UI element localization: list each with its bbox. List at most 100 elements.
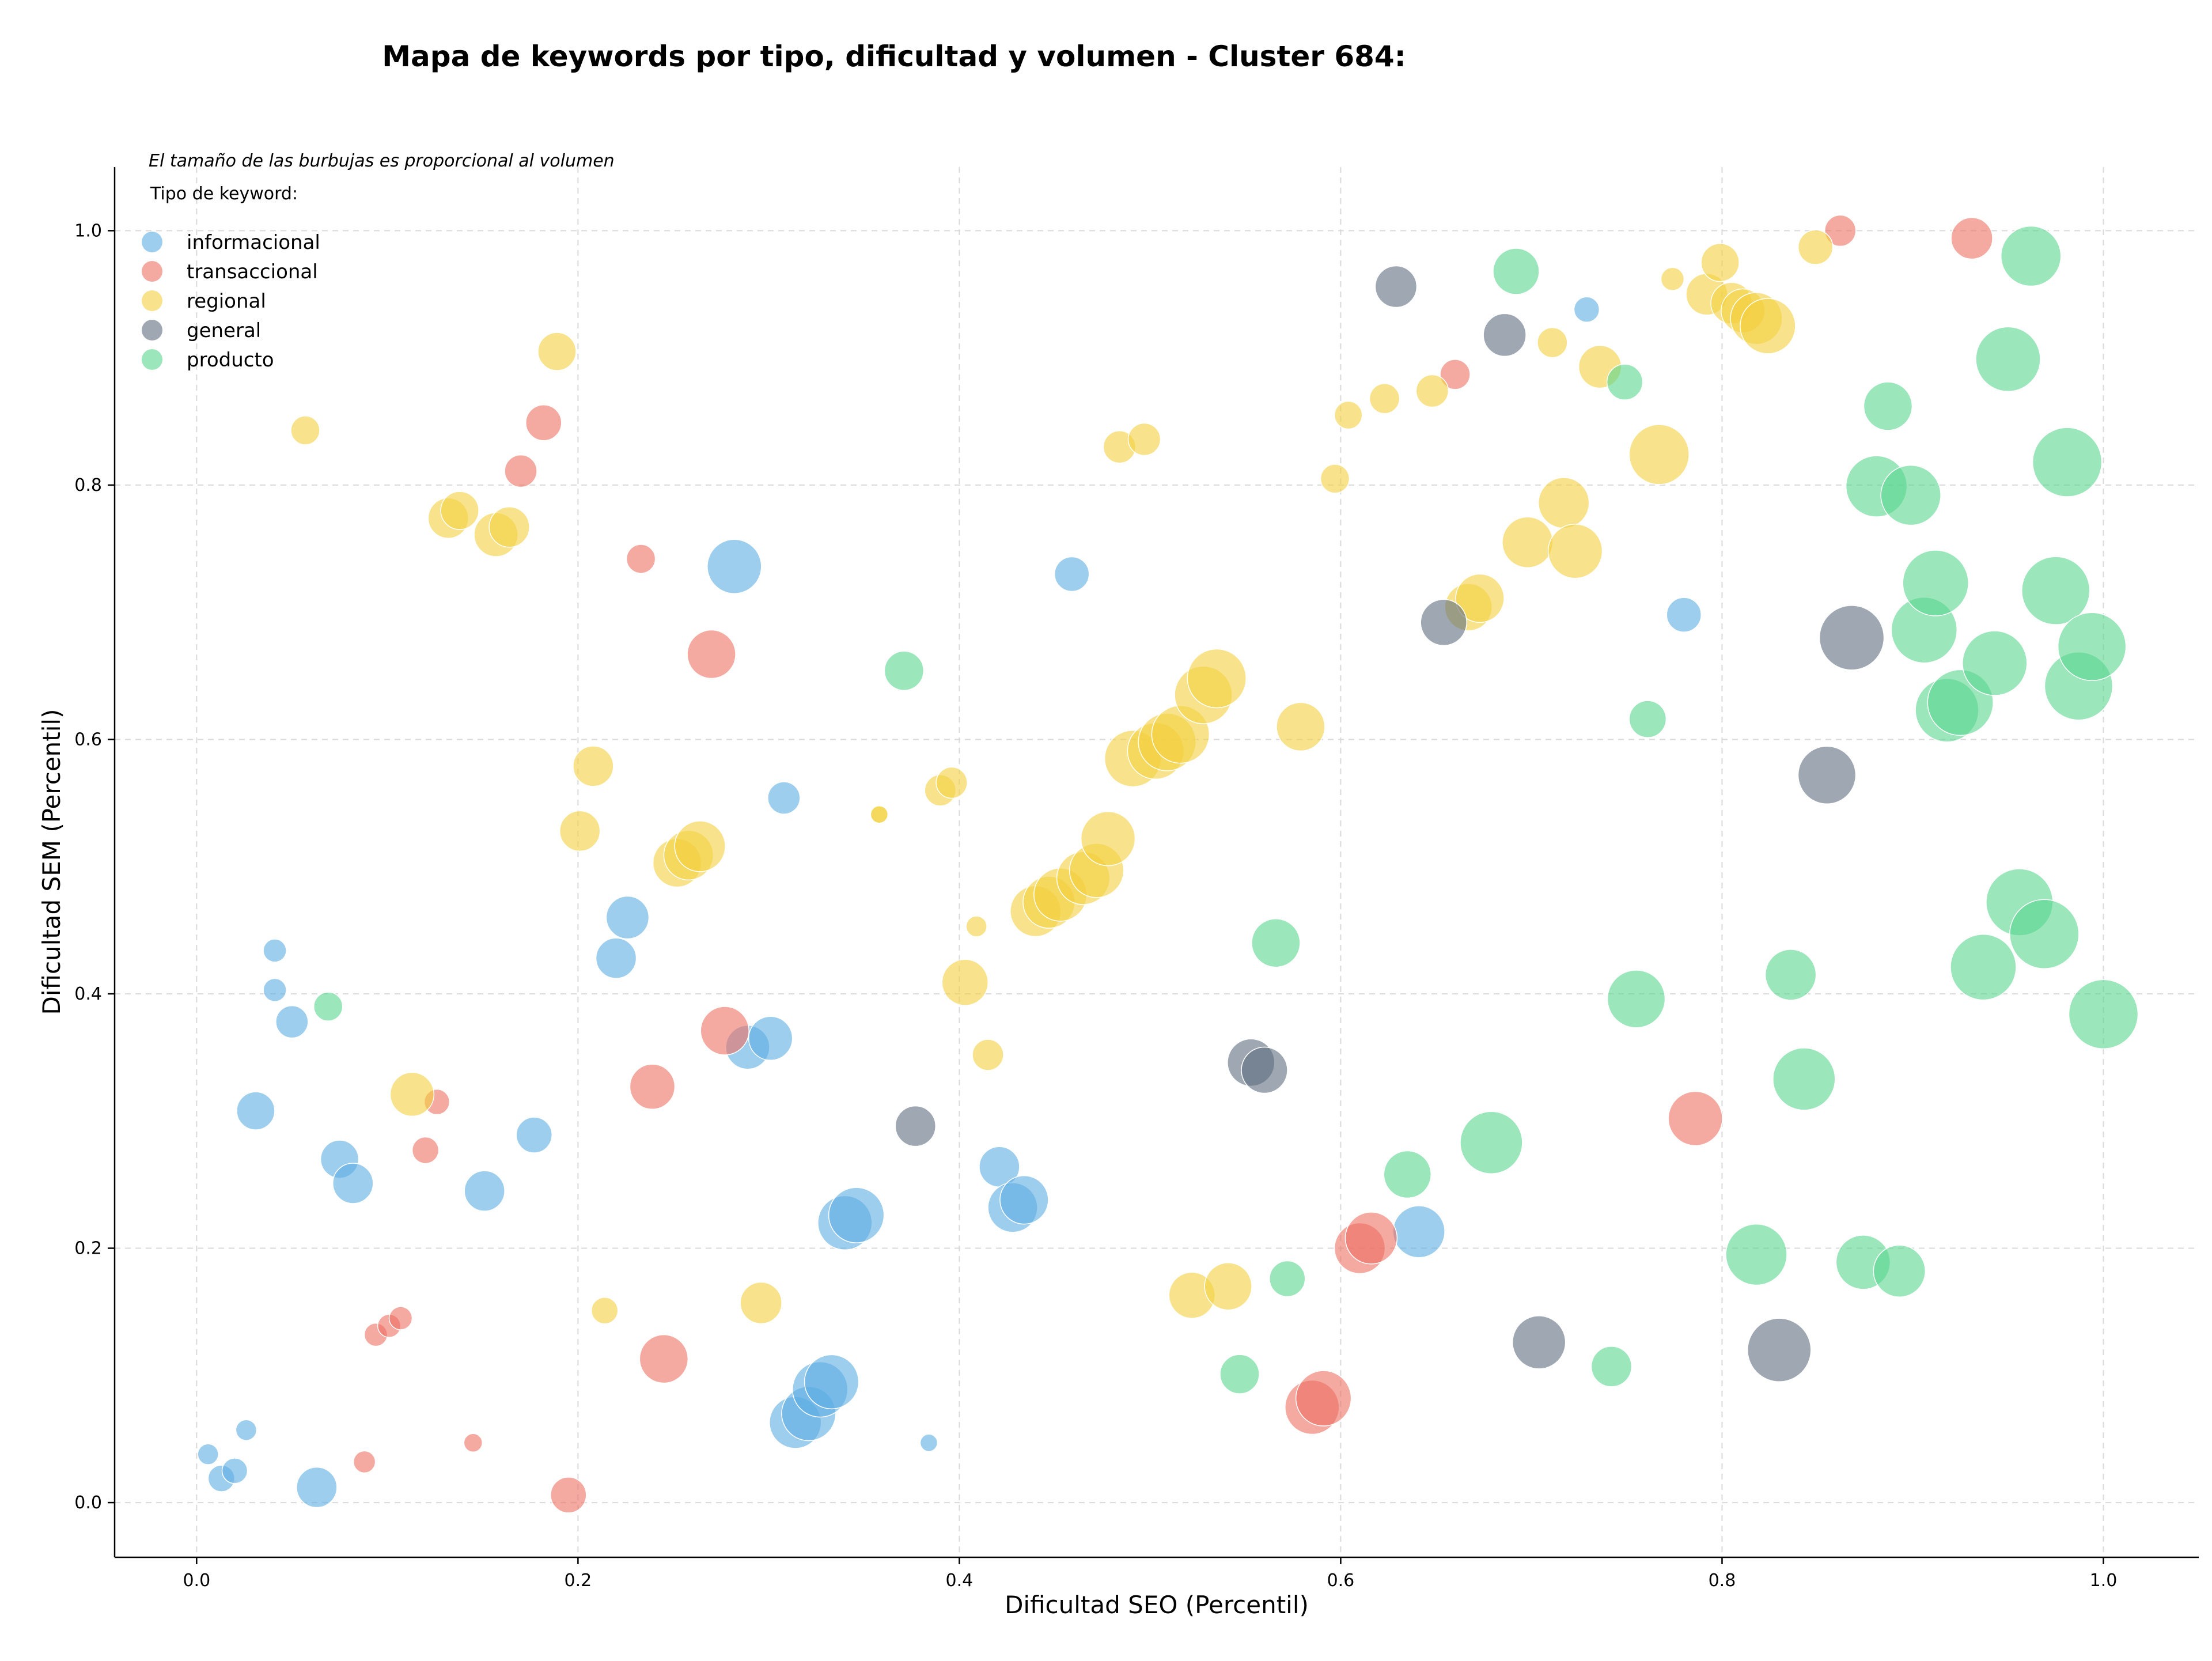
bubble-producto	[1975, 326, 2041, 392]
bubble-producto	[1772, 1047, 1836, 1111]
x-tick-label: 0.4	[946, 1571, 974, 1591]
bubble-informacional	[263, 978, 287, 1002]
x-tick-label: 0.8	[1709, 1571, 1736, 1591]
bubble-producto	[2032, 427, 2103, 497]
bubble-producto	[2009, 899, 2080, 969]
bubble-transaccional	[1668, 1091, 1723, 1147]
bubble-informacional	[595, 937, 637, 979]
bubble-regional	[941, 959, 989, 1006]
bubble-regional	[1455, 573, 1505, 623]
bubble-regional	[590, 1296, 619, 1325]
bubble-transaccional	[1824, 214, 1857, 247]
bubble-transaccional	[687, 629, 736, 679]
x-tick-label: 1.0	[2090, 1571, 2118, 1591]
bubble-regional	[1700, 243, 1740, 282]
bubble-producto	[313, 992, 343, 1021]
legend-label-regional: regional	[187, 290, 266, 313]
bubble-informacional	[828, 1187, 885, 1243]
bubble-producto	[1493, 248, 1540, 295]
bubble-informacional	[197, 1443, 219, 1465]
y-tick-label: 1.0	[74, 221, 102, 241]
chart-title: Mapa de keywords por tipo, dificultad y …	[382, 40, 1406, 73]
bubble-regional	[1502, 516, 1554, 569]
legend-marker-general	[142, 320, 162, 340]
x-axis-title: Dificultad SEO (Percentil)	[1005, 1591, 1309, 1619]
legend-label-transaccional: transaccional	[187, 260, 318, 283]
bubble-informacional	[236, 1091, 275, 1130]
bubble-producto	[2021, 556, 2090, 625]
bubble-informacional	[1573, 296, 1600, 323]
bubble-producto	[1268, 1260, 1306, 1297]
bubble-regional	[1369, 383, 1400, 414]
bubble-informacional	[999, 1175, 1049, 1225]
bubble-informacional	[296, 1466, 338, 1508]
bubble-regional	[1537, 477, 1590, 529]
bubble-informacional	[919, 1433, 938, 1452]
bubble-producto	[1962, 630, 2028, 696]
bubble-producto	[1383, 1150, 1432, 1199]
bubble-transaccional	[550, 1477, 587, 1514]
bubble-transaccional	[639, 1334, 689, 1384]
y-tick-label: 0.6	[74, 729, 102, 750]
bubble-producto	[1607, 970, 1666, 1028]
bubble-producto	[1880, 464, 1941, 526]
bubble-regional	[1187, 648, 1247, 709]
bubble-producto	[1251, 918, 1301, 968]
bubble-regional	[1797, 229, 1834, 265]
bubble-transaccional	[525, 404, 562, 441]
legend-marker-regional	[142, 290, 162, 311]
bubble-general	[1241, 1046, 1288, 1094]
bubble-general	[1483, 313, 1527, 357]
bubble-producto	[2000, 225, 2062, 287]
bubble-regional	[972, 1039, 1004, 1071]
legend-marker-informacional	[142, 232, 162, 252]
bubble-producto	[1219, 1354, 1260, 1394]
bubble-transaccional	[353, 1450, 376, 1474]
bubble-producto	[1460, 1111, 1523, 1175]
bubble-general	[1797, 746, 1857, 805]
x-tick-label: 0.2	[565, 1571, 592, 1591]
bubble-informacional	[263, 939, 287, 963]
y-tick-label: 0.0	[74, 1493, 102, 1513]
bubble-general	[895, 1105, 937, 1147]
bubble-transaccional	[1344, 1212, 1398, 1265]
bubble-general	[1512, 1315, 1566, 1369]
bubble-producto	[2057, 612, 2127, 682]
bubble-regional	[290, 415, 320, 445]
bubble-producto	[1628, 700, 1667, 738]
bubble-producto	[1873, 1244, 1926, 1298]
bubble-informacional	[804, 1354, 859, 1410]
bubble-transaccional	[504, 454, 537, 488]
bubble-transaccional	[700, 1006, 749, 1055]
bubble-informacional	[767, 781, 801, 815]
bubble-general	[1747, 1318, 1812, 1382]
bubble-regional	[488, 506, 530, 548]
legend-marker-transaccional	[142, 261, 162, 282]
bubble-regional	[965, 915, 987, 937]
bubble-regional	[1276, 702, 1325, 752]
bubble-regional	[573, 746, 614, 787]
legend-title: Tipo de keyword:	[150, 184, 298, 204]
bubble-layer	[197, 214, 2139, 1514]
bubble-regional	[1080, 811, 1136, 867]
bubble-regional	[1204, 1262, 1252, 1311]
bubble-regional	[1127, 422, 1161, 456]
bubble-general	[1819, 605, 1885, 671]
bubble-regional	[1320, 464, 1350, 494]
bubble-regional	[440, 491, 479, 530]
grid-layer	[115, 167, 2199, 1557]
bubble-regional	[1334, 400, 1363, 430]
bubble-regional	[1415, 374, 1449, 408]
bubble-informacional	[707, 539, 762, 594]
bubble-regional	[1547, 523, 1603, 579]
bubble-informacional	[332, 1163, 374, 1204]
bubble-producto	[1902, 550, 1969, 616]
axis-layer	[113, 167, 2199, 1558]
bubble-informacional	[1392, 1205, 1445, 1258]
bubble-informacional	[464, 1170, 505, 1212]
bubble-transaccional	[626, 544, 656, 574]
bubble-regional	[1628, 424, 1690, 485]
bubble-informacional	[221, 1458, 248, 1484]
bubble-producto	[2068, 979, 2139, 1050]
legend: informacional transaccional regional genera…	[142, 231, 320, 372]
